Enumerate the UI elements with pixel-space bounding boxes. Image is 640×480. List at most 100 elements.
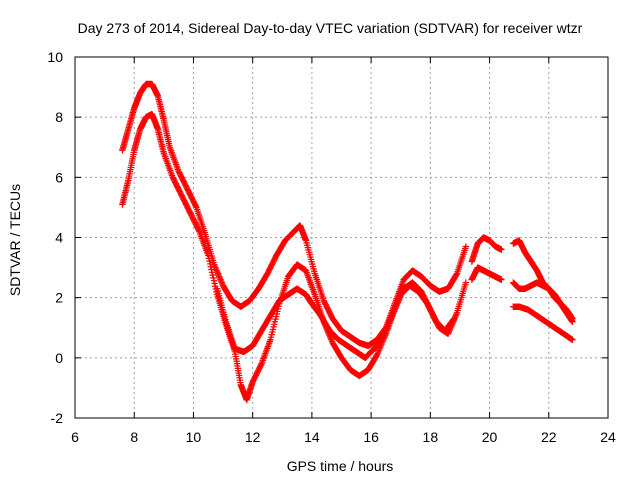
data-point-marker <box>216 273 223 280</box>
data-point-marker <box>205 252 212 259</box>
data-point-marker <box>216 274 224 282</box>
y-tick-label: 0 <box>55 350 63 366</box>
series-track-g <box>510 279 576 325</box>
data-point-marker <box>389 311 396 318</box>
x-tick-label: 8 <box>130 429 138 445</box>
data-point-marker <box>210 274 217 282</box>
data-point-marker <box>217 276 224 283</box>
data-point-marker <box>385 320 392 327</box>
data-point-marker <box>214 270 222 277</box>
data-point-marker <box>382 327 389 334</box>
data-point-marker <box>211 280 218 287</box>
data-point-marker <box>327 335 334 342</box>
data-point-marker <box>211 262 219 270</box>
data-point-marker <box>382 326 390 333</box>
data-point-marker <box>217 277 225 285</box>
data-point-marker <box>384 321 392 328</box>
x-tick-label: 20 <box>482 429 498 445</box>
data-point-marker <box>208 266 215 273</box>
data-point-marker <box>394 298 401 306</box>
data-point-marker <box>396 294 403 301</box>
y-tick-label: -2 <box>51 410 64 426</box>
data-point-marker <box>215 271 222 279</box>
data-point-marker <box>376 345 383 353</box>
data-point-marker <box>393 300 401 307</box>
y-tick-label: 6 <box>55 169 63 185</box>
data-point-marker <box>373 351 381 359</box>
x-tick-label: 24 <box>600 429 616 445</box>
data-point-marker <box>386 318 393 325</box>
data-point-marker <box>210 261 218 268</box>
data-point-marker <box>207 263 214 270</box>
data-point-marker <box>379 333 387 340</box>
y-tick-label: 8 <box>55 109 63 125</box>
data-point-marker <box>208 269 216 276</box>
data-point-marker <box>453 271 460 278</box>
data-point-marker <box>383 324 390 331</box>
data-point-marker <box>374 350 381 357</box>
data-point-marker <box>210 277 218 284</box>
data-point-marker <box>569 318 576 325</box>
data-point-marker <box>392 303 399 310</box>
x-tick-label: 10 <box>186 429 202 445</box>
series-track-e <box>468 264 505 283</box>
data-point-marker <box>218 279 225 286</box>
y-tick-label: 2 <box>55 290 63 306</box>
data-point-marker <box>212 264 219 271</box>
data-point-marker <box>387 315 394 322</box>
series-track-a <box>119 80 470 349</box>
data-point-marker <box>386 317 394 324</box>
data-point-marker <box>450 315 458 322</box>
data-point-marker <box>213 267 220 274</box>
data-point-marker <box>390 308 397 315</box>
data-point-marker <box>391 304 399 312</box>
data-point-marker <box>388 314 395 321</box>
series-track-b <box>119 110 470 404</box>
data-point-marker <box>328 336 335 343</box>
data-point-marker <box>444 330 452 337</box>
data-point-marker <box>569 336 576 343</box>
data-point-marker <box>462 243 470 250</box>
data-point-marker <box>381 330 388 337</box>
data-point-marker <box>393 301 400 309</box>
series-track-d <box>468 234 505 265</box>
data-point-marker <box>462 279 470 286</box>
data-point-marker <box>450 316 457 323</box>
data-point-marker <box>453 311 460 318</box>
data-point-marker <box>391 306 398 313</box>
series-track-h <box>510 303 576 343</box>
y-tick-label: 10 <box>47 49 63 65</box>
x-tick-label: 22 <box>541 429 557 445</box>
data-point-marker <box>257 361 265 369</box>
data-point-marker <box>192 202 199 210</box>
series-track-c <box>213 282 458 362</box>
x-tick-label: 12 <box>245 429 261 445</box>
data-point-marker <box>206 257 213 265</box>
data-point-marker <box>381 329 389 336</box>
x-tick-label: 18 <box>423 429 439 445</box>
x-tick-label: 6 <box>71 429 79 445</box>
data-point-marker <box>380 332 387 339</box>
data-point-marker <box>209 271 216 279</box>
data-point-marker <box>205 255 213 262</box>
grid-lines <box>75 57 608 418</box>
x-axis-label: GPS time / hours <box>287 458 394 474</box>
data-point-marker <box>195 226 202 234</box>
data-point-marker <box>395 295 403 303</box>
data-point-marker <box>384 323 391 330</box>
data-point-marker <box>498 246 505 253</box>
y-tick-label: 4 <box>55 230 63 246</box>
y-axis-label: SDTVAR / TECUs <box>7 184 23 296</box>
data-point-marker <box>394 297 402 304</box>
data-point-marker <box>389 309 397 316</box>
data-point-marker <box>375 348 382 356</box>
data-point-marker <box>375 347 383 354</box>
data-point-marker <box>498 276 505 283</box>
data-point-marker <box>206 260 214 268</box>
x-tick-label: 16 <box>363 429 379 445</box>
data-points <box>119 80 576 404</box>
x-tick-label: 14 <box>304 429 320 445</box>
data-point-marker <box>388 312 396 319</box>
